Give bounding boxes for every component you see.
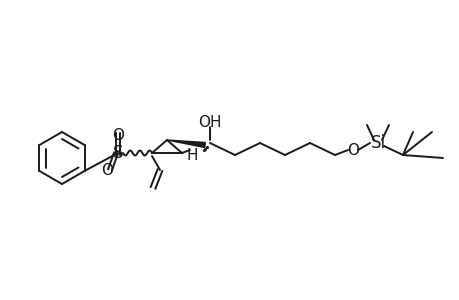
Text: H: H bbox=[186, 148, 197, 163]
Text: O: O bbox=[112, 128, 124, 142]
Text: S: S bbox=[112, 144, 123, 162]
Text: O: O bbox=[101, 163, 113, 178]
Text: Si: Si bbox=[369, 134, 385, 152]
Polygon shape bbox=[167, 140, 205, 148]
Text: O: O bbox=[346, 142, 358, 158]
Text: OH: OH bbox=[198, 115, 221, 130]
